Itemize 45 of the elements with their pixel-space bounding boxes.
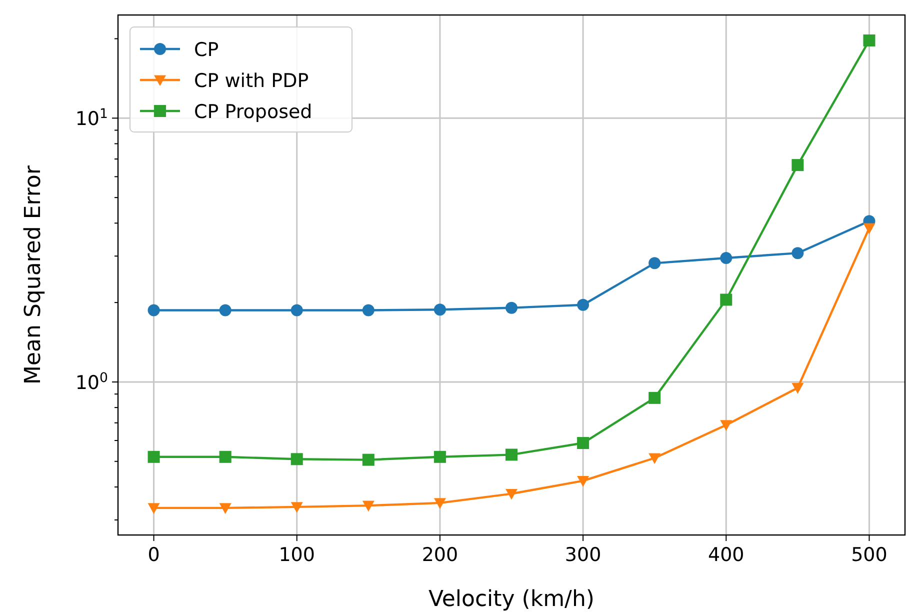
point [290, 502, 303, 513]
point [648, 453, 661, 464]
x-tick-label: 300 [564, 544, 602, 566]
point [792, 159, 804, 172]
point [577, 476, 590, 487]
point [434, 304, 446, 316]
legend-label: CP [194, 39, 219, 61]
y-tick-label: 10$^{1}$ [75, 106, 108, 130]
point [863, 34, 876, 46]
legend-label: CP Proposed [194, 101, 312, 123]
x-tick-label: 0 [148, 544, 160, 566]
point [148, 503, 160, 514]
y-axis-title: Mean Squared Error [21, 164, 46, 384]
point [290, 453, 303, 466]
point [577, 437, 590, 450]
point [434, 450, 446, 463]
point [720, 294, 732, 306]
x-axis-title: Velocity (km/h) [428, 587, 594, 612]
point [434, 498, 446, 509]
y-tick-label: 10$^{0}$ [75, 370, 108, 394]
x-tick-label: 400 [708, 544, 744, 566]
point [219, 450, 232, 463]
point [290, 304, 303, 316]
x-tick-label: 500 [851, 544, 888, 566]
point [362, 454, 374, 466]
point [720, 420, 732, 431]
legend-label: CP with PDP [194, 70, 309, 92]
point [792, 247, 804, 260]
point [506, 448, 518, 461]
point [362, 500, 374, 512]
point [148, 450, 160, 463]
point [219, 503, 232, 514]
point [648, 257, 661, 270]
point [863, 223, 876, 234]
x-tick-label: 200 [422, 544, 458, 566]
point [577, 298, 590, 311]
point [219, 304, 232, 316]
point [148, 304, 160, 316]
point [792, 383, 804, 394]
point [720, 252, 732, 264]
point [506, 302, 518, 314]
x-tick-label: 100 [278, 544, 315, 566]
point [362, 304, 374, 316]
point [648, 392, 661, 404]
point [506, 488, 518, 500]
